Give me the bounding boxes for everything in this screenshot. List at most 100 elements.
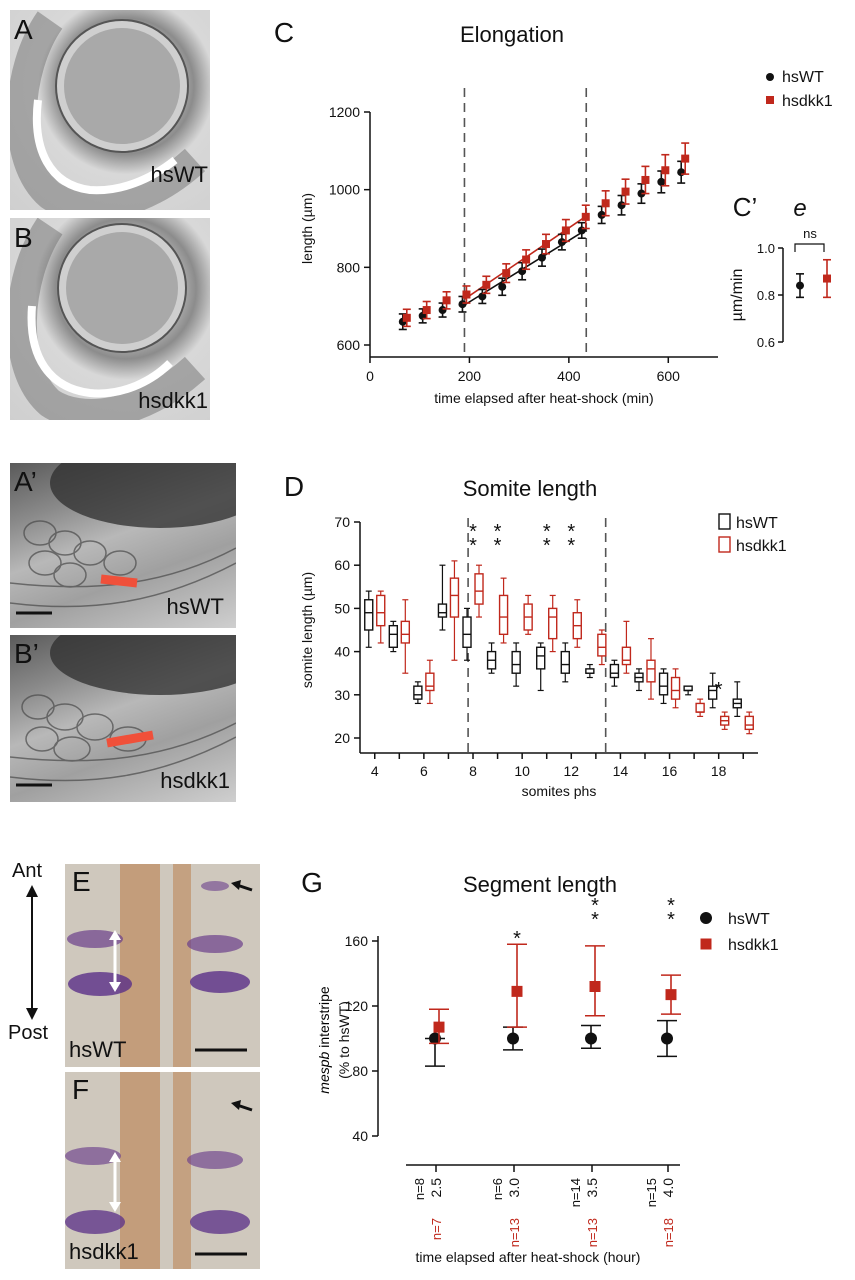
photo-panel-e: hsWT [65,864,260,1067]
chart-c-fit-line [464,215,587,300]
chart-g-errorbar [585,945,605,1017]
chart-c-ytick-label: 600 [337,337,361,353]
chart-g-n-wt: n=15 [644,1178,659,1207]
chart-d-box-dkk1 [400,599,411,674]
chart-d-box-wt [388,620,399,653]
chart-c-xtick-label: 200 [458,368,482,384]
chart-d-box-dkk1 [646,638,656,700]
chart-g-point-wt [661,1032,673,1045]
chart-c-legend-dkk1: hsdkk1 [782,93,833,110]
chart-g-point-dkk1 [511,985,523,997]
chart-g-title: Segment length [463,872,617,897]
chart-g-errorbar [657,1019,677,1058]
chart-g-legend-marker-dkk1 [700,938,712,950]
chart-d-box-wt [486,642,497,674]
chart-g-point-wt [507,1032,519,1045]
panel-letter-e: E [72,866,91,897]
chart-d-box-dkk1 [474,564,484,618]
chart-c-prime-point-dkk1 [823,274,831,283]
chart-d-title: Somite length [463,476,598,501]
chart-g-point-dkk1 [589,981,601,992]
chart-g-point-dkk1 [665,989,677,1001]
chart-g-ylabel: mespb interstripe [316,986,332,1094]
chart-c-point-wt [458,300,467,309]
chart-g-n-wt: n=8 [412,1178,427,1200]
chart-d-box-dkk1 [719,711,730,730]
chart-c-errorbar [657,170,666,194]
panel-letter-c-prime: C’ [733,192,758,222]
chart-d-xlabel: somites phs [522,783,597,799]
chart-c-point-dkk1 [641,175,650,184]
chart-c-prime-ytick-label: 1.0 [757,241,775,256]
chart-c-fit-line [464,228,587,306]
chart-d-ytick-label: 70 [334,514,350,530]
chart-g-n-dkk1: n=13 [585,1218,600,1247]
chart-d-legend-wt: hsWT [736,515,778,532]
chart-c-errorbar [478,288,487,305]
chart-d-xtick-label: 10 [514,763,530,779]
chart-g-ytick-label: 40 [352,1128,368,1144]
chart-g-errorbar [507,943,527,1028]
chart-d-box-wt [683,685,693,696]
chart-g-n-wt: n=6 [490,1178,505,1200]
chart-g-significance: * [667,909,675,931]
chart-c-prime-ytick-label: 0.6 [757,335,775,350]
panel-b-prime-label: hsdkk1 [160,768,230,793]
chart-g-xlabel: time elapsed after heat-shock (hour) [416,1249,641,1265]
chart-g-errorbar [425,1037,445,1067]
chart-d-box-wt [609,659,620,687]
chart-d-ytick-label: 40 [334,644,350,660]
chart-d-xtick-label: 18 [711,763,727,779]
chart-c-errorbar [601,190,610,217]
chart-c-errorbar [458,295,467,313]
chart-d-significance: * [543,521,551,543]
chart-c-point-wt [657,177,666,186]
chart-d-box-dkk1 [621,620,632,674]
chart-c-point-wt [577,226,586,235]
photo-panel-a-prime: hsWT [10,463,236,628]
chart-d-xtick-label: 14 [613,763,629,779]
panel-letter-g: G [301,867,323,898]
chart-g-point-wt [585,1032,597,1045]
chart-d-box-wt [511,642,521,687]
chart-d-ytick-label: 20 [334,730,350,746]
chart-c-point-dkk1 [601,199,610,208]
panel-letter-b: B [14,222,33,253]
chart-c-errorbar [398,313,407,331]
chart-c-prime-title: e [793,195,806,222]
chart-g-errorbar [429,1008,449,1045]
chart-d-box-wt [707,672,718,709]
chart-d-significance: * [469,521,477,543]
chart-c-ytick-label: 1000 [329,182,360,198]
in-situ-texture-f [65,1072,253,1269]
chart-g-significance: * [667,895,675,917]
chart-c-prime-ns: ns [803,226,817,241]
chart-g-n-dkk1: n=18 [661,1218,676,1247]
chart-c-errorbar [402,308,411,328]
chart-c-point-wt [518,267,527,276]
panel-f-label: hsdkk1 [69,1239,139,1264]
chart-c-legend-wt: hsWT [782,69,824,86]
somite-texture-a-prime [10,463,236,615]
chart-c-errorbar [677,160,686,184]
chart-c-point-dkk1 [522,255,531,264]
chart-g-xtick-label: 4.0 [660,1178,676,1198]
chart-g-ytick-label: 160 [345,933,369,949]
chart-c-prime-bracket [794,243,825,252]
chart-d-box-wt [732,681,742,718]
chart-c-errorbar [482,275,491,295]
chart-d-box-dkk1 [449,560,460,661]
chart-c-legend-marker-wt [766,73,774,81]
photo-panel-b-prime: hsdkk1 [10,635,236,802]
chart-d-significance: * [469,535,477,557]
chart-g-point-dkk1 [433,1021,445,1033]
panel-a-label: hsWT [150,162,208,187]
chart-c-prime-errorbar [796,273,804,299]
chart-c-point-wt [637,189,646,198]
chart-c-errorbar [581,204,590,230]
chart-g-point-wt [429,1032,441,1045]
panel-a-prime-label: hsWT [166,594,224,619]
chart-d-ytick-label: 50 [334,600,350,616]
chart-c-prime-ylabel: µm/min [729,269,746,322]
chart-d-ylabel: somite length (µm) [299,572,315,688]
